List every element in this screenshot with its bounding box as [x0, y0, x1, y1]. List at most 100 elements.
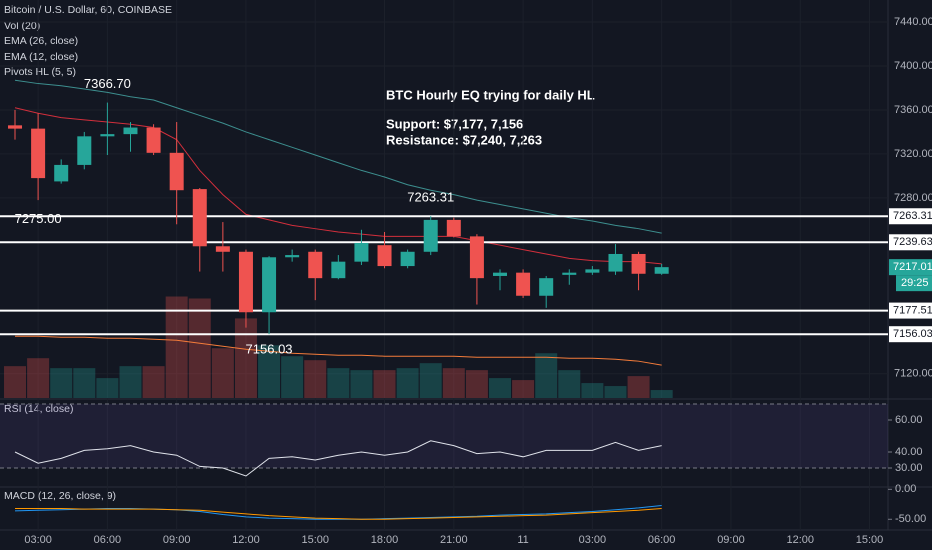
volume-bar — [281, 356, 304, 398]
candle-body — [215, 246, 230, 252]
pivot-label: 7275.00 — [15, 211, 62, 226]
last-price-box — [889, 259, 932, 276]
level-label-box — [889, 234, 932, 251]
volume-bar — [188, 298, 211, 398]
level-label: 7156.03 — [893, 328, 932, 340]
candle-body — [331, 261, 346, 279]
y-tick-label: 7280.00 — [894, 192, 932, 204]
level-label: 7177.51 — [893, 304, 932, 316]
candle-body — [262, 257, 277, 313]
volume-bar — [465, 370, 488, 398]
y-tick-label: -50.00 — [895, 513, 926, 525]
level-label-box — [889, 302, 932, 319]
x-tick-label: 15:00 — [856, 534, 884, 546]
volume-bar — [119, 366, 142, 398]
macd-line — [15, 507, 662, 520]
candle-body — [562, 272, 577, 275]
candle-body — [8, 125, 23, 129]
pivot-label: 7366.70 — [84, 76, 131, 91]
candle-body — [400, 251, 415, 267]
x-tick-label: 12:00 — [786, 534, 814, 546]
y-tick-label: 7400.00 — [894, 60, 932, 72]
candle-body — [100, 134, 115, 137]
volume-bar — [604, 386, 627, 398]
candle-body — [31, 128, 46, 179]
candle-body — [285, 255, 300, 258]
candle-body — [54, 164, 69, 182]
y-tick-label: 7320.00 — [894, 148, 932, 160]
volume-bar — [373, 370, 396, 398]
rsi-line — [14, 440, 662, 477]
candle-body — [146, 127, 161, 153]
candle-body — [123, 127, 138, 135]
x-tick-label: 15:00 — [301, 534, 329, 546]
level-label: 7263.31 — [893, 210, 932, 222]
candle-body — [238, 251, 253, 313]
volume-bar — [27, 358, 50, 398]
volume-bar — [142, 366, 165, 398]
volume-bar — [535, 353, 558, 398]
volume-bar — [165, 296, 188, 398]
level-label-box — [889, 326, 932, 343]
chart-title: Bitcoin / U.S. Dollar, 60, COINBASE — [4, 4, 172, 16]
candle-body — [585, 269, 600, 273]
countdown-box — [896, 275, 932, 292]
volume-bar — [350, 370, 373, 398]
annotation: Support: $7,177, 7,156 — [386, 116, 523, 131]
candle-body — [608, 253, 623, 272]
x-tick-label: 09:00 — [163, 534, 191, 546]
volume-bar — [234, 318, 257, 398]
y-tick-label: 7440.00 — [894, 16, 932, 28]
candle-body — [516, 272, 531, 296]
candle-body — [631, 253, 646, 274]
volume-bar — [650, 390, 673, 398]
volume-bar — [73, 368, 96, 398]
level-label-box — [889, 208, 932, 225]
candle-body — [192, 189, 207, 247]
x-tick-label: 06:00 — [648, 534, 676, 546]
volume-bar — [4, 366, 27, 398]
volume-bar — [558, 370, 581, 398]
y-tick-label: 60.00 — [895, 414, 923, 426]
countdown-label: 29:25 — [901, 277, 929, 289]
x-tick-label: 18:00 — [371, 534, 399, 546]
volume-bar — [211, 348, 234, 398]
pane-title: RSI (14, close) — [4, 403, 73, 415]
volume-bar — [489, 378, 512, 398]
x-tick-label: 09:00 — [717, 534, 745, 546]
candle-body — [377, 245, 392, 267]
volume-bar — [627, 376, 650, 398]
x-tick-label: 12:00 — [232, 534, 260, 546]
candle-body — [469, 236, 484, 279]
candle-body — [354, 242, 369, 262]
ema-line — [14, 107, 662, 265]
macd-line — [14, 504, 662, 520]
ema-line — [14, 79, 662, 234]
legend-entry: Pivots HL (5, 5) — [4, 66, 76, 78]
candle-body — [308, 251, 323, 279]
y-tick-label: 7360.00 — [894, 104, 932, 116]
x-tick-label: 06:00 — [94, 534, 122, 546]
candle-body — [446, 219, 461, 237]
y-tick-label: 7120.00 — [894, 368, 932, 380]
legend-entry: EMA (12, close) — [4, 51, 78, 63]
volume-bar — [442, 368, 465, 398]
pane-title: MACD (12, 26, close, 9) — [4, 490, 116, 502]
annotation: Resistance: $7,240, 7,263 — [386, 132, 542, 147]
pivot-label: 7263.31 — [407, 190, 454, 205]
legend-entry: EMA (26, close) — [4, 35, 78, 47]
volume-bar — [304, 360, 327, 398]
x-tick-label: 11 — [517, 534, 528, 546]
volume-bar — [512, 380, 535, 398]
volume-bar — [258, 345, 281, 398]
annotation: BTC Hourly EQ trying for daily HL — [386, 87, 595, 102]
x-tick-label: 03:00 — [579, 534, 607, 546]
candle-body — [169, 152, 184, 191]
y-tick-label: 40.00 — [895, 446, 923, 458]
legend-entry: Vol (20) — [4, 20, 40, 32]
candle-body — [493, 272, 508, 276]
volume-bar — [396, 368, 419, 398]
x-tick-label: 03:00 — [24, 534, 52, 546]
